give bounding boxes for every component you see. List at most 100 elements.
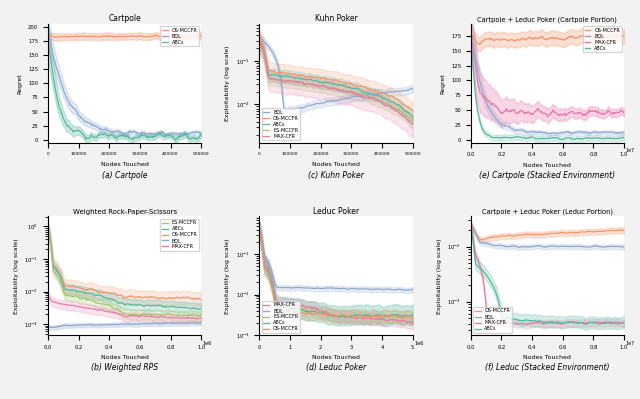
ABCs — [183, 305, 191, 310]
MAX-CFR — [136, 314, 143, 319]
ES-MCCFR — [135, 313, 143, 318]
ABCs — [557, 321, 565, 326]
MAX-CFR — [44, 294, 52, 298]
OS-MCCFR — [409, 316, 417, 321]
OS-MCCFR — [606, 228, 614, 233]
ES-MCCFR — [349, 91, 357, 95]
MAX-CFR — [256, 40, 264, 45]
MAX-CFR — [173, 315, 181, 320]
BQL — [409, 287, 417, 292]
MAX-CFR — [467, 225, 475, 229]
BQL — [467, 223, 475, 228]
ES-MCCFR — [394, 107, 402, 112]
OS-MCCFR — [467, 32, 475, 37]
BQL — [138, 321, 146, 326]
Text: (b) Weighted RPS: (b) Weighted RPS — [91, 363, 158, 372]
BQL — [559, 244, 566, 249]
ABCs — [45, 42, 52, 47]
BQL — [350, 94, 358, 99]
ABCs — [174, 135, 182, 140]
BQL — [135, 131, 143, 136]
Title: Cartpole: Cartpole — [108, 14, 141, 23]
Title: Weighted Rock-Paper-Scissors: Weighted Rock-Paper-Scissors — [72, 209, 177, 215]
Title: Leduc Poker: Leduc Poker — [313, 207, 359, 215]
BQL — [164, 133, 172, 138]
Line: MAX-CFR: MAX-CFR — [471, 225, 624, 324]
MAX-CFR — [255, 226, 263, 231]
Line: ABCs: ABCs — [48, 41, 201, 140]
MAX-CFR — [544, 115, 552, 119]
ABCs — [561, 320, 568, 325]
OS-MCCFR — [135, 33, 143, 38]
BQL — [561, 130, 569, 135]
ES-MCCFR — [256, 42, 264, 47]
X-axis label: Nodes Touched: Nodes Touched — [312, 356, 360, 360]
OS-MCCFR — [152, 33, 159, 38]
Text: (f) Leduc (Stacked Environment): (f) Leduc (Stacked Environment) — [485, 363, 610, 372]
ABCs — [394, 102, 402, 107]
Y-axis label: Exploitability (log scale): Exploitability (log scale) — [225, 45, 230, 121]
ES-MCCFR — [349, 313, 357, 318]
ABCs — [557, 137, 565, 142]
OS-MCCFR — [561, 231, 569, 236]
BQL — [197, 132, 205, 137]
OS-MCCFR — [561, 37, 569, 42]
Text: (e) Cartpole (Stacked Environment): (e) Cartpole (Stacked Environment) — [479, 171, 616, 180]
OS-MCCFR — [596, 33, 604, 38]
OS-MCCFR — [44, 37, 52, 41]
BQL — [136, 322, 143, 326]
Title: Cartpole + Leduc Poker (Cartpole Portion): Cartpole + Leduc Poker (Cartpole Portion… — [477, 16, 618, 23]
Line: OS-MCCFR: OS-MCCFR — [471, 34, 624, 44]
OS-MCCFR — [197, 297, 205, 302]
BQL — [256, 36, 264, 40]
ABCs — [256, 39, 264, 43]
OS-MCCFR — [138, 295, 146, 300]
BQL — [347, 95, 355, 100]
Line: OS-MCCFR: OS-MCCFR — [48, 35, 201, 39]
OS-MCCFR — [349, 313, 357, 318]
OS-MCCFR — [256, 36, 264, 41]
OS-MCCFR — [45, 36, 52, 41]
ABCs — [347, 314, 355, 318]
ABCs — [385, 99, 392, 103]
BQL — [349, 286, 357, 291]
ABCs — [467, 44, 475, 49]
BQL — [467, 31, 475, 36]
OS-MCCFR — [197, 34, 205, 38]
OS-MCCFR — [467, 223, 475, 228]
OS-MCCFR — [44, 226, 52, 231]
BQL — [606, 244, 614, 249]
ABCs — [558, 321, 566, 326]
Line: BQL: BQL — [260, 38, 413, 111]
Y-axis label: Exploitability (log scale): Exploitability (log scale) — [225, 238, 230, 314]
ABCs — [395, 312, 403, 317]
OS-MCCFR — [477, 237, 485, 242]
BQL — [346, 286, 354, 291]
Y-axis label: Exploitability (log scale): Exploitability (log scale) — [436, 238, 442, 314]
ABCs — [596, 321, 604, 326]
MAX-CFR — [394, 318, 402, 323]
BQL — [403, 288, 410, 293]
BQL — [561, 244, 569, 249]
ES-MCCFR — [346, 90, 354, 95]
ABCs — [346, 85, 354, 90]
ABCs — [346, 314, 354, 318]
BQL — [135, 131, 143, 136]
ES-MCCFR — [394, 314, 402, 319]
OS-MCCFR — [596, 229, 604, 233]
ES-MCCFR — [409, 119, 417, 124]
BQL — [559, 130, 566, 135]
ABCs — [409, 114, 417, 119]
MAX-CFR — [138, 314, 146, 318]
ABCs — [44, 229, 52, 233]
Line: ES-MCCFR: ES-MCCFR — [260, 45, 413, 121]
MAX-CFR — [467, 38, 475, 43]
ABCs — [582, 322, 589, 327]
OS-MCCFR — [620, 228, 628, 233]
ES-MCCFR — [346, 313, 354, 318]
ES-MCCFR — [173, 313, 181, 318]
OS-MCCFR — [558, 230, 566, 235]
BQL — [620, 130, 628, 134]
OS-MCCFR — [184, 34, 191, 39]
Line: MAX-CFR: MAX-CFR — [471, 39, 624, 117]
